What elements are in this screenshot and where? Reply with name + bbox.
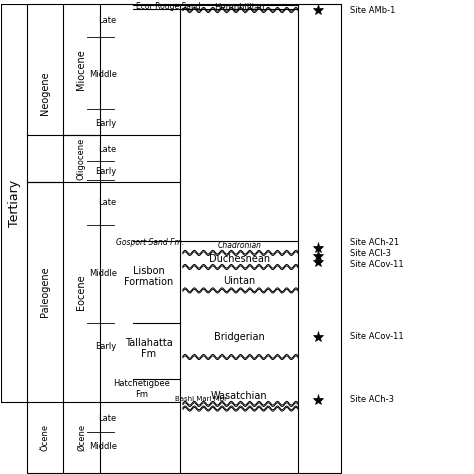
Text: Site ACov-11: Site ACov-11 (350, 332, 404, 341)
Text: Middle: Middle (89, 269, 117, 278)
Text: Tertiary: Tertiary (8, 180, 21, 227)
Text: Chadronian: Chadronian (218, 241, 261, 250)
Text: Late: Late (99, 414, 117, 423)
Text: Hatchetigbee
Fm: Hatchetigbee Fm (113, 380, 170, 399)
Text: Site ACh-21
Site ACl-3
Site ACov-11: Site ACh-21 Site ACl-3 Site ACov-11 (350, 237, 404, 269)
Text: Site ACh-3: Site ACh-3 (350, 395, 394, 404)
Text: Øcene: Øcene (77, 424, 86, 451)
Text: Paleogene: Paleogene (40, 267, 50, 318)
Bar (27, 4, 341, 473)
Text: Uintan: Uintan (223, 276, 255, 286)
Text: Ecor Rouge Sand: Ecor Rouge Sand (137, 2, 201, 11)
Text: Site AMb-1: Site AMb-1 (350, 6, 395, 15)
Text: Neogene: Neogene (40, 71, 50, 115)
Text: Tallahatta
Fm: Tallahatta Fm (125, 337, 173, 359)
Text: Eocene: Eocene (76, 274, 86, 310)
Text: Bridgerian: Bridgerian (214, 332, 265, 342)
Text: Oligocene: Oligocene (77, 137, 86, 180)
Text: Miocene: Miocene (76, 49, 86, 90)
Text: Hemphillian: Hemphillian (214, 3, 264, 12)
Text: Early: Early (96, 167, 117, 176)
Text: Middle: Middle (89, 442, 117, 451)
Text: Late: Late (99, 199, 117, 208)
Text: Öcene: Öcene (40, 424, 49, 451)
Text: Late: Late (99, 145, 117, 154)
Text: Gosport Sand Fm.: Gosport Sand Fm. (116, 238, 184, 247)
Text: Wasatchian: Wasatchian (211, 391, 268, 401)
Text: Lisbon
Formation: Lisbon Formation (124, 266, 173, 287)
Text: Early: Early (96, 342, 117, 351)
Text: Early: Early (96, 119, 117, 128)
Text: Late: Late (99, 16, 117, 25)
Text: Duchesnean: Duchesnean (209, 254, 270, 264)
Text: Middle: Middle (89, 70, 117, 79)
Text: Bashi Marl Mbr: Bashi Marl Mbr (175, 395, 227, 401)
